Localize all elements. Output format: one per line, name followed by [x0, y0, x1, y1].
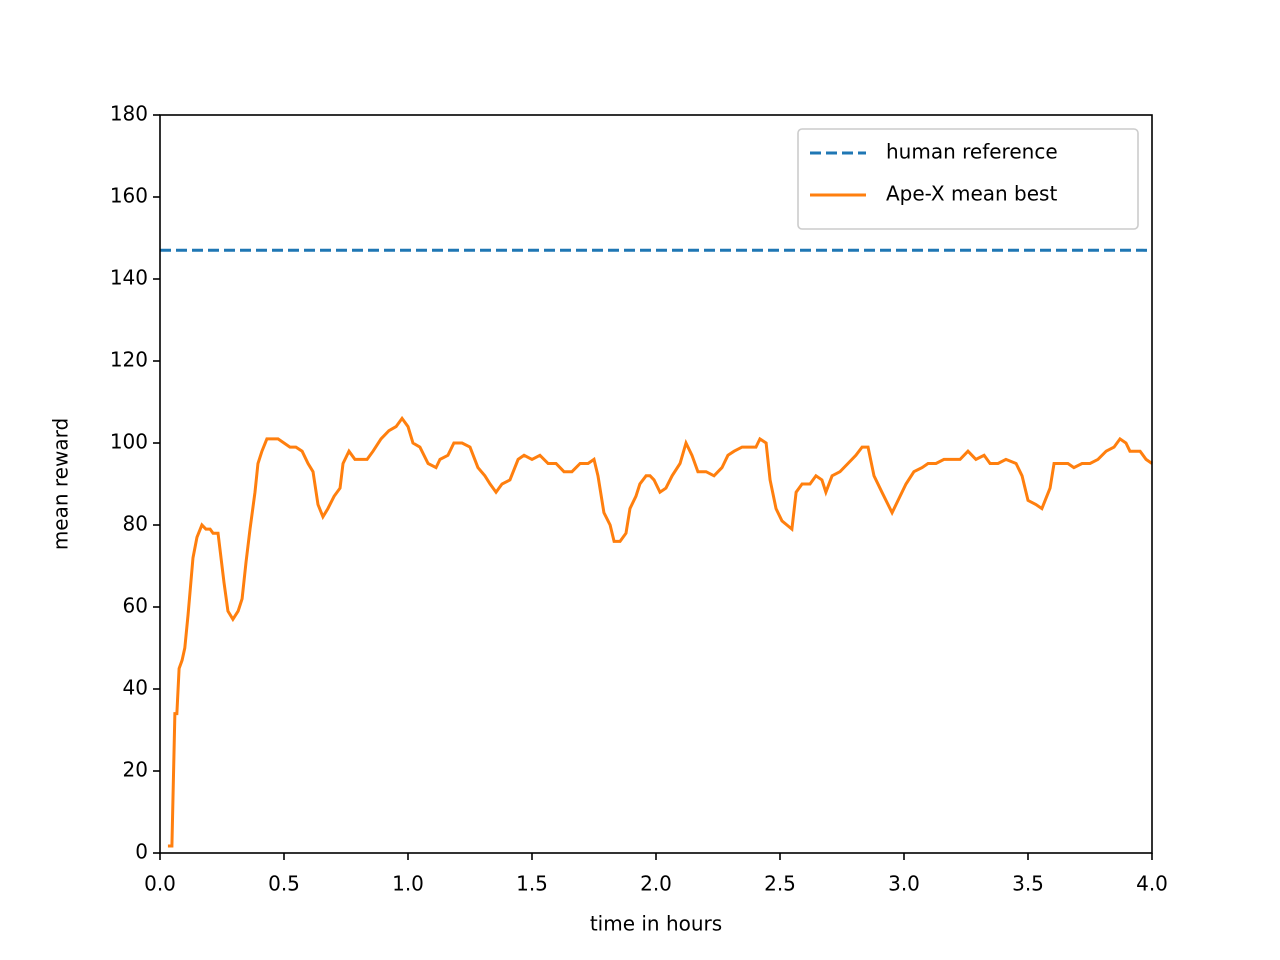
- legend-label: Ape-X mean best: [886, 182, 1057, 206]
- x-tick-label: 3.0: [888, 872, 920, 896]
- y-tick-label: 180: [110, 102, 148, 126]
- y-tick-label: 140: [110, 266, 148, 290]
- x-tick-label: 3.5: [1012, 872, 1044, 896]
- y-tick-label: 0: [135, 840, 148, 864]
- y-tick-label: 80: [123, 512, 148, 536]
- x-tick-label: 1.5: [516, 872, 548, 896]
- data-line: [167, 415, 1153, 848]
- x-tick-label: 2.0: [640, 872, 672, 896]
- x-tick-label: 0.5: [268, 872, 300, 896]
- legend-label: human reference: [886, 140, 1058, 164]
- y-tick-label: 120: [110, 348, 148, 372]
- legend-box: [797, 128, 1139, 230]
- y-tick-label: 40: [123, 676, 148, 700]
- x-axis-label: time in hours: [590, 912, 722, 936]
- y-tick-label: 60: [123, 594, 148, 618]
- x-tick-label: 1.0: [392, 872, 424, 896]
- y-tick-label: 160: [110, 184, 148, 208]
- x-tick-label: 2.5: [764, 872, 796, 896]
- y-tick-label: 100: [110, 430, 148, 454]
- x-tick-label: 4.0: [1136, 872, 1168, 896]
- x-tick-label: 0.0: [144, 872, 176, 896]
- y-axis-label: mean reward: [49, 418, 73, 550]
- y-tick-label: 20: [123, 758, 148, 782]
